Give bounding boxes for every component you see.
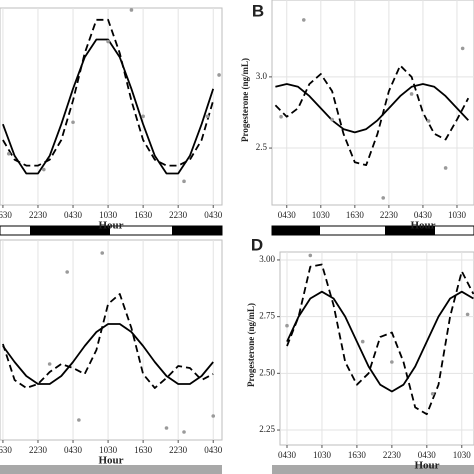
x-tick-label: 1630 <box>134 445 153 455</box>
y-tick-label: 2.25 <box>259 424 275 434</box>
data-point <box>106 39 110 44</box>
data-point <box>279 114 283 119</box>
data-point <box>381 196 386 200</box>
x-tick-label: 0430 <box>204 210 223 220</box>
x-tick-label: 1630 <box>346 210 365 220</box>
plot-layer <box>274 18 470 200</box>
data-point <box>164 426 169 430</box>
x-tick-label: 0430 <box>414 210 433 220</box>
x-axis-label: Hour <box>414 460 439 472</box>
x-tick-label: 1630 <box>134 210 153 220</box>
x-tick-label: 1630 <box>348 450 367 460</box>
x-tick-label: 2230 <box>383 450 402 460</box>
panel-label: B <box>252 1 264 20</box>
x-tick-label: 2230 <box>29 445 48 455</box>
plot-area <box>0 7 223 206</box>
x-tick-label: 0430 <box>204 445 223 455</box>
x-tick-label: 0430 <box>418 450 437 460</box>
data-point <box>308 253 313 258</box>
data-point <box>360 339 365 344</box>
data-point <box>465 312 470 317</box>
data-point <box>330 117 334 122</box>
x-axis-label: Hour <box>410 220 435 232</box>
data-point <box>71 120 75 125</box>
x-tick-label: 0430 <box>278 210 297 220</box>
data-point <box>47 362 52 366</box>
x-tick-label: 2230 <box>29 210 48 220</box>
y-axis-label: Progesterone (ng/mL) <box>246 303 256 387</box>
y-tick-label: 2.50 <box>259 367 275 377</box>
x-tick-label: 1030 <box>99 210 118 220</box>
y-tick-label: 3.00 <box>259 254 275 264</box>
plot-area <box>279 251 474 446</box>
data-point <box>6 151 11 156</box>
data-point <box>443 166 448 170</box>
dashed-line <box>274 64 470 166</box>
solid-line <box>286 290 474 393</box>
x-tick-label: 1030 <box>453 450 472 460</box>
solid-line <box>275 83 469 134</box>
data-point <box>211 414 216 418</box>
x-tick-label: 2230 <box>380 210 399 220</box>
plot-layer <box>2 251 216 434</box>
data-point <box>460 46 465 51</box>
data-point <box>285 323 289 328</box>
panel-label: D <box>251 235 263 254</box>
light-dark-bar <box>0 225 474 474</box>
data-point <box>426 119 431 123</box>
x-tick-label: 2230 <box>169 210 188 220</box>
y-tick-label: 2.5 <box>256 142 268 152</box>
data-point <box>65 270 69 274</box>
data-point <box>77 418 81 422</box>
data-point <box>42 167 46 172</box>
dashed-line <box>2 18 215 167</box>
y-tick-label: 3.0 <box>256 71 268 81</box>
x-tick-label: 1030 <box>99 445 118 455</box>
x-tick-label: 1030 <box>448 210 467 220</box>
plot-layer <box>285 253 474 416</box>
y-tick-label: 2.75 <box>259 311 275 321</box>
data-point <box>182 430 186 434</box>
x-tick-label: 1630 <box>0 445 12 455</box>
data-point <box>217 73 221 77</box>
x-axis-label: Hour <box>98 220 123 232</box>
x-tick-label: 1030 <box>313 450 332 460</box>
plot-area <box>0 239 223 441</box>
data-point <box>182 179 186 184</box>
x-tick-label: 0430 <box>64 445 83 455</box>
data-point <box>301 18 306 22</box>
x-axis-label: Hour <box>98 455 123 467</box>
dashed-line <box>286 263 474 416</box>
x-tick-label: 0430 <box>278 450 297 460</box>
data-point <box>129 8 134 12</box>
data-point <box>205 114 210 119</box>
solid-line <box>2 38 215 175</box>
data-point <box>141 114 145 119</box>
y-axis-label: Progesterone (ng/mL) <box>240 58 250 142</box>
solid-line <box>2 323 214 385</box>
plot-layer <box>2 8 221 184</box>
x-tick-label: 1630 <box>0 210 12 220</box>
data-point <box>100 251 105 255</box>
x-tick-label: 1030 <box>312 210 331 220</box>
dashed-line <box>2 293 214 389</box>
plot-area <box>271 0 474 206</box>
data-point <box>430 391 435 396</box>
data-point <box>390 360 394 364</box>
x-tick-label: 2230 <box>169 445 188 455</box>
x-tick-label: 0430 <box>64 210 83 220</box>
data-point <box>409 92 414 96</box>
